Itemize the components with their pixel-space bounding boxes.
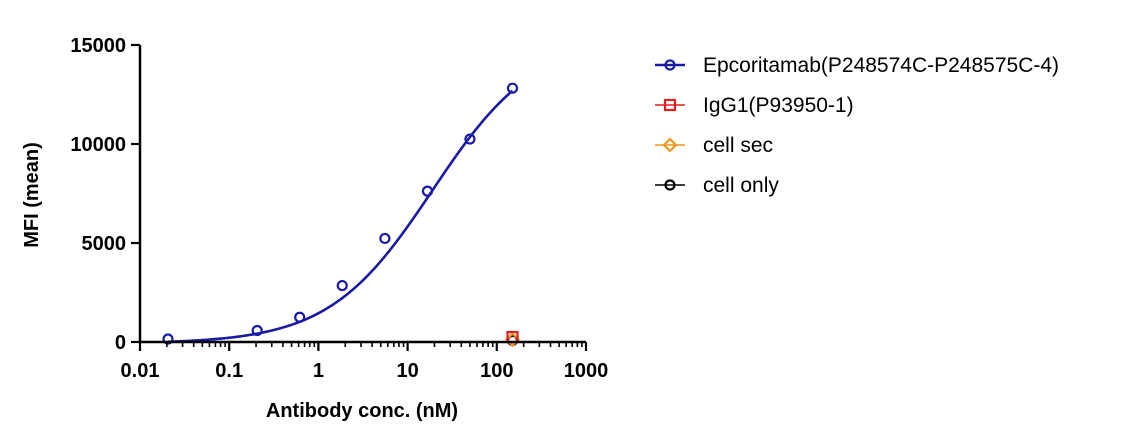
y-axis: 0 5000 10000 15000 <box>70 35 142 354</box>
data-point-series-0 <box>506 82 519 94</box>
legend-entry-1: IgG1(P93950-1) <box>655 94 854 117</box>
legend-marker <box>662 137 678 153</box>
legend: Epcoritamab(P248574C-P248575C-4) IgG1(P93… <box>655 54 1059 197</box>
legend-marker <box>663 98 677 112</box>
y-tick-label: 15000 <box>70 35 126 57</box>
data-point-series-0 <box>379 232 391 245</box>
data-point-series-0 <box>421 185 434 197</box>
y-tick-label: 5000 <box>82 233 127 255</box>
data-point-series-0 <box>336 279 348 292</box>
x-tick-label: 1 <box>313 360 324 382</box>
x-tick-label: 1000 <box>564 360 609 382</box>
y-tick-label: 0 <box>115 332 126 354</box>
legend-label: Epcoritamab(P248574C-P248575C-4) <box>703 54 1059 77</box>
x-tick-label: 0.01 <box>121 360 160 382</box>
data-point-series-0 <box>464 133 476 145</box>
fit-curve-epcoritamab <box>167 89 514 344</box>
legend-label: cell sec <box>703 134 773 157</box>
legend-label: IgG1(P93950-1) <box>703 94 854 117</box>
data-point-series-0 <box>251 324 263 337</box>
y-tick-label: 10000 <box>70 134 126 156</box>
x-tick-label: 0.1 <box>215 360 243 382</box>
x-axis: 0.01 0.1 1 10 100 1000 <box>121 340 609 382</box>
legend-entry-3: cell only <box>655 174 779 197</box>
legend-label: cell only <box>703 174 779 197</box>
y-axis-title: MFI (mean) <box>21 142 43 248</box>
legend-entry-2: cell sec <box>655 134 773 157</box>
plot-area <box>162 82 521 348</box>
x-axis-title: Antibody conc. (nM) <box>266 400 458 422</box>
legend-marker <box>664 59 676 71</box>
legend-entry-0: Epcoritamab(P248574C-P248575C-4) <box>655 54 1059 77</box>
data-point-series-0 <box>294 311 306 323</box>
data-point-series-0 <box>162 333 174 345</box>
legend-marker <box>664 179 676 191</box>
x-tick-label: 100 <box>480 360 513 382</box>
x-tick-label: 10 <box>396 360 418 382</box>
